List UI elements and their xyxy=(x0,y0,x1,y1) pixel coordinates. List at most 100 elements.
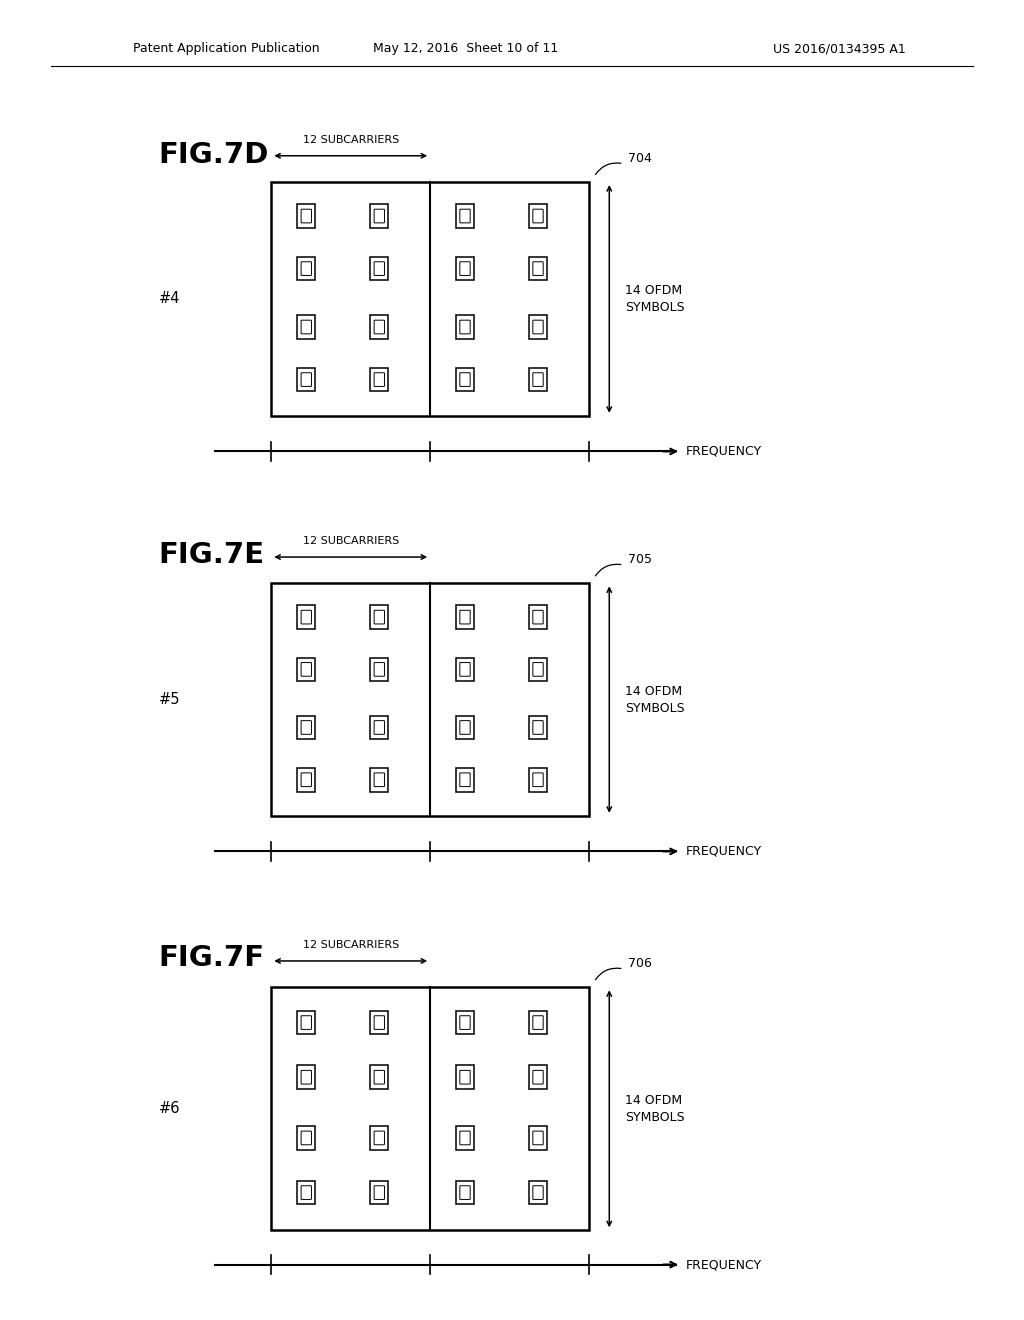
FancyBboxPatch shape xyxy=(374,209,384,223)
Bar xyxy=(529,368,547,392)
FancyBboxPatch shape xyxy=(532,663,543,676)
Text: 14 OFDM
SYMBOLS: 14 OFDM SYMBOLS xyxy=(625,685,684,714)
Bar xyxy=(529,1180,547,1204)
FancyBboxPatch shape xyxy=(301,261,311,276)
Bar xyxy=(529,256,547,280)
Text: 12 SUBCARRIERS: 12 SUBCARRIERS xyxy=(303,536,398,546)
FancyBboxPatch shape xyxy=(374,372,384,387)
Text: 706: 706 xyxy=(628,957,651,970)
Bar xyxy=(371,256,388,280)
FancyBboxPatch shape xyxy=(460,261,470,276)
Bar xyxy=(456,315,474,339)
FancyBboxPatch shape xyxy=(301,1016,311,1030)
Text: FREQUENCY: FREQUENCY xyxy=(686,1258,762,1271)
Text: #4: #4 xyxy=(159,292,180,306)
FancyBboxPatch shape xyxy=(460,321,470,334)
FancyBboxPatch shape xyxy=(460,209,470,223)
Bar xyxy=(456,657,474,681)
Bar xyxy=(371,606,388,630)
Bar xyxy=(456,368,474,392)
FancyBboxPatch shape xyxy=(532,1016,543,1030)
Text: May 12, 2016  Sheet 10 of 11: May 12, 2016 Sheet 10 of 11 xyxy=(374,42,558,55)
FancyBboxPatch shape xyxy=(532,209,543,223)
Bar xyxy=(271,987,589,1230)
FancyBboxPatch shape xyxy=(374,1131,384,1144)
Bar xyxy=(529,1011,547,1035)
Bar xyxy=(297,1011,315,1035)
Bar xyxy=(297,205,315,228)
FancyBboxPatch shape xyxy=(460,774,470,787)
FancyBboxPatch shape xyxy=(374,1185,384,1200)
FancyBboxPatch shape xyxy=(374,663,384,676)
Bar xyxy=(297,657,315,681)
FancyBboxPatch shape xyxy=(301,321,311,334)
Bar xyxy=(371,715,388,739)
FancyBboxPatch shape xyxy=(532,721,543,734)
Bar xyxy=(297,1126,315,1150)
FancyBboxPatch shape xyxy=(532,774,543,787)
FancyBboxPatch shape xyxy=(532,1071,543,1084)
Bar xyxy=(456,205,474,228)
FancyBboxPatch shape xyxy=(460,1016,470,1030)
FancyBboxPatch shape xyxy=(460,1131,470,1144)
FancyBboxPatch shape xyxy=(532,1185,543,1200)
Bar xyxy=(456,1126,474,1150)
Text: 705: 705 xyxy=(628,553,651,566)
Text: Patent Application Publication: Patent Application Publication xyxy=(133,42,319,55)
Bar xyxy=(371,1065,388,1089)
FancyBboxPatch shape xyxy=(374,321,384,334)
Bar xyxy=(297,1065,315,1089)
FancyBboxPatch shape xyxy=(532,372,543,387)
FancyBboxPatch shape xyxy=(301,774,311,787)
Text: 12 SUBCARRIERS: 12 SUBCARRIERS xyxy=(303,940,398,950)
Bar xyxy=(456,256,474,280)
Text: FIG.7F: FIG.7F xyxy=(159,944,265,972)
FancyBboxPatch shape xyxy=(301,610,311,624)
Text: FREQUENCY: FREQUENCY xyxy=(686,445,762,458)
FancyBboxPatch shape xyxy=(532,321,543,334)
FancyBboxPatch shape xyxy=(301,1071,311,1084)
FancyBboxPatch shape xyxy=(532,1131,543,1144)
Bar xyxy=(297,315,315,339)
Bar xyxy=(371,1180,388,1204)
Bar xyxy=(371,1011,388,1035)
FancyBboxPatch shape xyxy=(301,721,311,734)
FancyBboxPatch shape xyxy=(532,610,543,624)
Bar xyxy=(529,1065,547,1089)
Text: 14 OFDM
SYMBOLS: 14 OFDM SYMBOLS xyxy=(625,284,684,314)
FancyBboxPatch shape xyxy=(374,261,384,276)
Bar xyxy=(271,583,589,816)
FancyBboxPatch shape xyxy=(374,774,384,787)
Bar xyxy=(371,1126,388,1150)
Text: FREQUENCY: FREQUENCY xyxy=(686,845,762,858)
Bar xyxy=(371,205,388,228)
Bar xyxy=(456,1065,474,1089)
Bar xyxy=(529,657,547,681)
FancyBboxPatch shape xyxy=(301,1131,311,1144)
FancyBboxPatch shape xyxy=(301,663,311,676)
FancyBboxPatch shape xyxy=(460,663,470,676)
Bar xyxy=(529,1126,547,1150)
Text: #5: #5 xyxy=(159,692,180,708)
FancyBboxPatch shape xyxy=(460,610,470,624)
Text: FIG.7E: FIG.7E xyxy=(159,541,265,569)
Bar xyxy=(529,315,547,339)
Bar xyxy=(297,715,315,739)
FancyBboxPatch shape xyxy=(374,721,384,734)
Bar xyxy=(529,205,547,228)
Text: 12 SUBCARRIERS: 12 SUBCARRIERS xyxy=(303,135,398,145)
Bar xyxy=(529,715,547,739)
Bar xyxy=(371,315,388,339)
Bar xyxy=(529,606,547,630)
Text: 704: 704 xyxy=(628,152,651,165)
FancyBboxPatch shape xyxy=(374,610,384,624)
FancyBboxPatch shape xyxy=(301,372,311,387)
Bar xyxy=(297,768,315,792)
FancyBboxPatch shape xyxy=(374,1016,384,1030)
Bar xyxy=(456,715,474,739)
FancyBboxPatch shape xyxy=(374,1071,384,1084)
Bar xyxy=(371,368,388,392)
FancyBboxPatch shape xyxy=(460,1185,470,1200)
FancyBboxPatch shape xyxy=(301,1185,311,1200)
Bar xyxy=(297,256,315,280)
